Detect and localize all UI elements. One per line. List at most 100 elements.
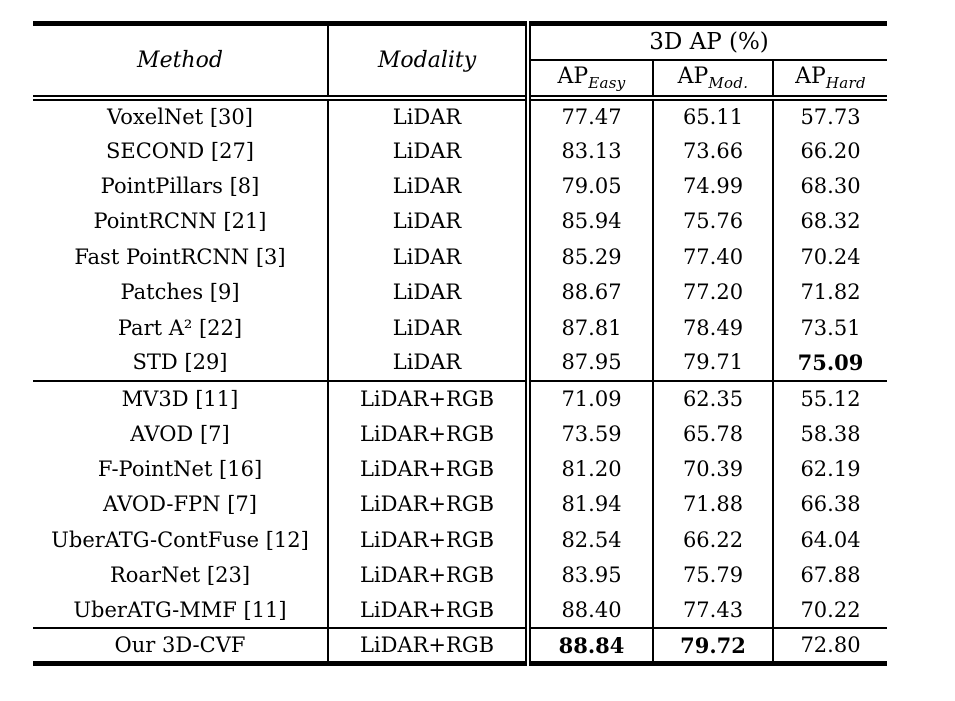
ap-hard-cell: 72.80	[771, 627, 888, 664]
method-cell: F-PointNet [16]	[97, 457, 263, 482]
ap-mod-cell: 75.76	[652, 203, 773, 240]
ap-hard-cell: 68.32	[771, 203, 888, 240]
ap-hard-cell: 71.82	[771, 274, 888, 310]
table-row: F-PointNet [16] LiDAR+RGB 81.20 70.39 62.19	[33, 451, 888, 487]
ap-easy-cell: 81.20	[525, 451, 653, 487]
modality-cell: LiDAR+RGB	[327, 379, 528, 417]
ap-mod-cell: 78.49	[652, 309, 773, 346]
column-header-method: Method	[137, 47, 223, 73]
ap-hard-cell: 64.04	[771, 522, 888, 558]
ap-easy-cell: 87.95	[525, 345, 653, 381]
ap-easy-cell: 88.40	[525, 592, 653, 629]
table-body: VoxelNet [30] LiDAR 77.47 65.11 57.73 SECOND …	[33, 97, 888, 664]
method-cell: PointRCNN [21]	[93, 209, 267, 234]
ap-hard-cell: 66.38	[771, 486, 888, 523]
ap-easy-cell: 81.94	[525, 486, 653, 523]
modality-cell: LiDAR	[327, 132, 528, 169]
header-group-row: Method Modality 3D AP (%)	[33, 23, 888, 98]
method-cell: UberATG-ContFuse [12]	[51, 527, 309, 552]
method-cell: STD [29]	[132, 350, 228, 375]
modality-cell: LiDAR	[327, 203, 528, 240]
ap-mod-cell: 77.40	[652, 239, 773, 275]
ap-mod-cell: 79.72	[652, 627, 773, 664]
modality-cell: LiDAR+RGB	[327, 627, 528, 664]
table-row: PointPillars [8] LiDAR 79.05 74.99 68.30	[33, 168, 888, 204]
method-cell: RoarNet [23]	[109, 563, 251, 588]
modality-cell: LiDAR	[327, 345, 528, 381]
ap-hard-base: AP	[795, 63, 826, 89]
ap-easy-base: AP	[557, 63, 589, 89]
method-cell: VoxelNet [30]	[107, 104, 253, 129]
method-cell: MV3D [11]	[33, 379, 328, 417]
ap-easy-cell: 82.54	[525, 522, 653, 558]
ap-mod-cell: 65.11	[652, 97, 773, 133]
ap-easy-cell: 83.95	[525, 557, 653, 593]
ap-easy-cell: 79.05	[525, 168, 653, 204]
results-table-container: Method Modality 3D AP (%) APEasy APMod. …	[33, 21, 888, 667]
ap-mod-cell: 66.22	[652, 522, 773, 558]
table-row: STD [29] LiDAR 87.95 79.71 75.09	[33, 345, 888, 381]
method-cell: AVOD [7]	[130, 421, 230, 446]
ap-easy-cell: 83.13	[525, 132, 653, 169]
modality-cell: LiDAR	[327, 97, 528, 133]
ap-hard-cell: 70.22	[771, 592, 888, 629]
ap-mod-subscript: Mod.	[708, 73, 749, 92]
ap-easy-cell: 88.84	[525, 627, 653, 664]
ap-hard-subscript: Hard	[825, 73, 866, 92]
table-row: Fast PointRCNN [3] LiDAR 85.29 77.40 70.24	[33, 239, 888, 275]
ap-mod-cell: 62.35	[652, 379, 773, 417]
modality-cell: LiDAR	[327, 239, 528, 275]
table-row: Patches [9] LiDAR 88.67 77.20 71.82	[33, 274, 888, 310]
modality-cell: LiDAR+RGB	[327, 557, 528, 593]
ap-hard-cell: 62.19	[771, 451, 888, 487]
table-row: AVOD [7] LiDAR+RGB 73.59 65.78 58.38	[33, 416, 888, 452]
table-header: Method Modality 3D AP (%) APEasy APMod. …	[33, 23, 888, 98]
ap-easy-cell: 85.94	[525, 203, 653, 240]
table-row: VoxelNet [30] LiDAR 77.47 65.11 57.73	[33, 97, 888, 133]
method-cell: Part A² [22]	[117, 315, 243, 340]
ap-hard-cell: 55.12	[771, 379, 888, 417]
method-cell: Our 3D-CVF	[33, 627, 328, 664]
ap-easy-cell: 88.67	[525, 274, 653, 310]
ap-hard-cell: 75.09	[771, 345, 888, 381]
modality-cell: LiDAR	[327, 168, 528, 204]
ap-easy-subscript: Easy	[588, 73, 626, 92]
table-row: RoarNet [23] LiDAR+RGB 83.95 75.79 67.88	[33, 557, 888, 593]
modality-cell: LiDAR	[327, 309, 528, 346]
column-group-header-3d-ap: 3D AP (%)	[524, 23, 888, 61]
ap-hard-cell: 68.30	[771, 168, 888, 204]
table-row: Our 3D-CVF LiDAR+RGB 88.84 79.72 72.80	[33, 627, 888, 664]
results-table: Method Modality 3D AP (%) APEasy APMod. …	[33, 21, 888, 667]
column-header-ap-hard: APHard	[771, 59, 888, 98]
modality-cell: LiDAR+RGB	[327, 486, 528, 523]
ap-mod-cell: 79.71	[652, 345, 773, 381]
ap-hard-cell: 67.88	[771, 557, 888, 593]
ap-mod-cell: 75.79	[652, 557, 773, 593]
column-header-ap-easy: APEasy	[525, 59, 653, 98]
modality-cell: LiDAR+RGB	[327, 522, 528, 558]
ap-easy-cell: 77.47	[525, 97, 653, 133]
modality-cell: LiDAR+RGB	[327, 451, 528, 487]
table-row: AVOD-FPN [7] LiDAR+RGB 81.94 71.88 66.38	[33, 486, 888, 523]
modality-cell: LiDAR+RGB	[327, 416, 528, 452]
ap-mod-cell: 65.78	[652, 416, 773, 452]
ap-mod-cell: 71.88	[652, 486, 773, 523]
method-cell: SECOND [27]	[106, 138, 254, 163]
ap-easy-cell: 73.59	[525, 416, 653, 452]
method-cell: Patches [9]	[120, 280, 240, 305]
ap-mod-cell: 77.20	[652, 274, 773, 310]
column-header-ap-mod: APMod.	[652, 59, 773, 98]
ap-mod-base: AP	[677, 63, 709, 89]
table-row: Part A² [22] LiDAR 87.81 78.49 73.51	[33, 309, 888, 346]
ap-mod-cell: 77.43	[652, 592, 773, 629]
ap-mod-cell: 70.39	[652, 451, 773, 487]
table-row: UberATG-ContFuse [12] LiDAR+RGB 82.54 66.22…	[33, 522, 888, 558]
ap-hard-cell: 70.24	[771, 239, 888, 275]
ap-mod-cell: 73.66	[652, 132, 773, 169]
ap-hard-cell: 66.20	[771, 132, 888, 169]
modality-cell: LiDAR	[327, 274, 528, 310]
ap-hard-cell: 73.51	[771, 309, 888, 346]
method-cell: PointPillars [8]	[100, 173, 260, 198]
ap-easy-cell: 71.09	[525, 379, 653, 417]
ap-mod-cell: 74.99	[652, 168, 773, 204]
